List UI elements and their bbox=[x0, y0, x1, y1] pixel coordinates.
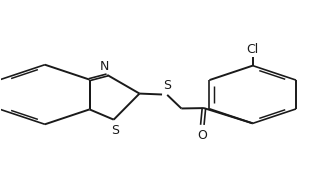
Text: O: O bbox=[197, 129, 207, 142]
Text: Cl: Cl bbox=[247, 43, 259, 56]
Text: S: S bbox=[111, 124, 119, 137]
Text: N: N bbox=[100, 60, 110, 73]
Text: S: S bbox=[163, 79, 171, 92]
